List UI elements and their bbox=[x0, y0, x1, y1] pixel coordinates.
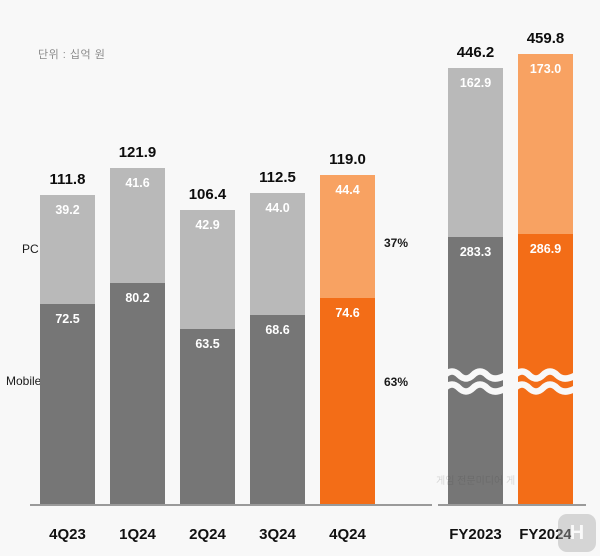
segment-value-pc-2Q24: 42.9 bbox=[195, 218, 220, 232]
total-label-FY2023: 446.2 bbox=[456, 44, 495, 61]
bar-FY2024: 173.0 286.9 459.8 FY2024 bbox=[518, 30, 573, 543]
bar-segment-pc-4Q24: 44.4 bbox=[320, 175, 375, 298]
axis-label-pc: PC bbox=[22, 242, 39, 256]
axis-label-mobile: Mobile bbox=[6, 374, 42, 388]
bar-segment-mobile-3Q24: 68.6 bbox=[250, 315, 305, 505]
segment-value-pc-1Q24: 41.6 bbox=[125, 176, 150, 190]
x-label-3Q24: 3Q24 bbox=[259, 526, 296, 543]
bar-4Q23: 39.2 72.5 111.8 4Q23 bbox=[40, 171, 95, 543]
segment-value-pc-4Q24: 44.4 bbox=[335, 183, 360, 197]
x-axis-line-annual bbox=[438, 504, 586, 506]
total-label-FY2024: 459.8 bbox=[526, 30, 565, 47]
bar-segment-pc-FY2024: 173.0 bbox=[518, 54, 573, 234]
total-label-4Q24: 119.0 bbox=[329, 151, 366, 168]
bar-segment-mobile-FY2023: 283.3 bbox=[448, 237, 503, 505]
bar-segment-pc-4Q23: 39.2 bbox=[40, 195, 95, 304]
segment-value-pc-FY2024: 173.0 bbox=[529, 62, 562, 76]
bar-segment-pc-1Q24: 41.6 bbox=[110, 168, 165, 283]
bar-segment-mobile-1Q24: 80.2 bbox=[110, 283, 165, 505]
x-label-4Q24: 4Q24 bbox=[329, 526, 366, 543]
x-label-FY2024: FY2024 bbox=[519, 526, 572, 543]
x-label-4Q23: 4Q23 bbox=[49, 526, 86, 543]
bar-segment-pc-3Q24: 44.0 bbox=[250, 193, 305, 315]
bar-segment-mobile-4Q24: 74.6 bbox=[320, 298, 375, 505]
segment-value-pc-3Q24: 44.0 bbox=[265, 201, 290, 215]
bar-2Q24: 42.9 63.5 106.4 2Q24 bbox=[180, 186, 235, 543]
x-label-2Q24: 2Q24 bbox=[189, 526, 226, 543]
x-label-FY2023: FY2023 bbox=[449, 526, 502, 543]
total-label-2Q24: 106.4 bbox=[188, 186, 227, 203]
x-axis-line-quarterly bbox=[30, 504, 432, 506]
bar-segment-pc-FY2023: 162.9 bbox=[448, 68, 503, 237]
segment-value-mobile-FY2024: 286.9 bbox=[529, 242, 562, 256]
total-label-3Q24: 112.5 bbox=[259, 169, 296, 186]
watermark-text: 게임 전문미디어 게 bbox=[436, 476, 516, 487]
total-label-4Q23: 111.8 bbox=[49, 171, 86, 188]
bar-FY2023: 162.9 283.3 446.2 FY2023 bbox=[448, 44, 503, 543]
watermark-logo-letter: H bbox=[569, 521, 585, 544]
bar-segment-mobile-4Q23: 72.5 bbox=[40, 304, 95, 505]
pct-label-pc: 37% bbox=[384, 236, 409, 250]
bar-segment-mobile-FY2024: 286.9 bbox=[518, 234, 573, 505]
bar-1Q24: 41.6 80.2 121.9 1Q24 bbox=[110, 144, 165, 543]
bar-segment-mobile-2Q24: 63.5 bbox=[180, 329, 235, 505]
segment-value-pc-FY2023: 162.9 bbox=[459, 76, 492, 90]
watermark-logo: H bbox=[558, 514, 596, 552]
segment-value-mobile-3Q24: 68.6 bbox=[265, 323, 290, 337]
segment-value-mobile-FY2023: 283.3 bbox=[459, 245, 492, 259]
total-label-1Q24: 121.9 bbox=[118, 144, 157, 161]
segment-value-mobile-4Q24: 74.6 bbox=[335, 306, 360, 320]
bar-4Q24: 44.4 74.6 119.0 4Q24 bbox=[320, 151, 375, 543]
x-label-1Q24: 1Q24 bbox=[119, 526, 156, 543]
bar-3Q24: 44.0 68.6 112.5 3Q24 bbox=[250, 169, 305, 543]
segment-value-pc-4Q23: 39.2 bbox=[55, 203, 80, 217]
segment-value-mobile-2Q24: 63.5 bbox=[195, 337, 220, 351]
unit-label: 단위 : 십억 원 bbox=[38, 49, 106, 61]
segment-value-mobile-1Q24: 80.2 bbox=[125, 291, 150, 305]
segment-value-mobile-4Q23: 72.5 bbox=[55, 312, 80, 326]
pct-label-mobile: 63% bbox=[384, 375, 409, 389]
bar-segment-pc-2Q24: 42.9 bbox=[180, 210, 235, 329]
